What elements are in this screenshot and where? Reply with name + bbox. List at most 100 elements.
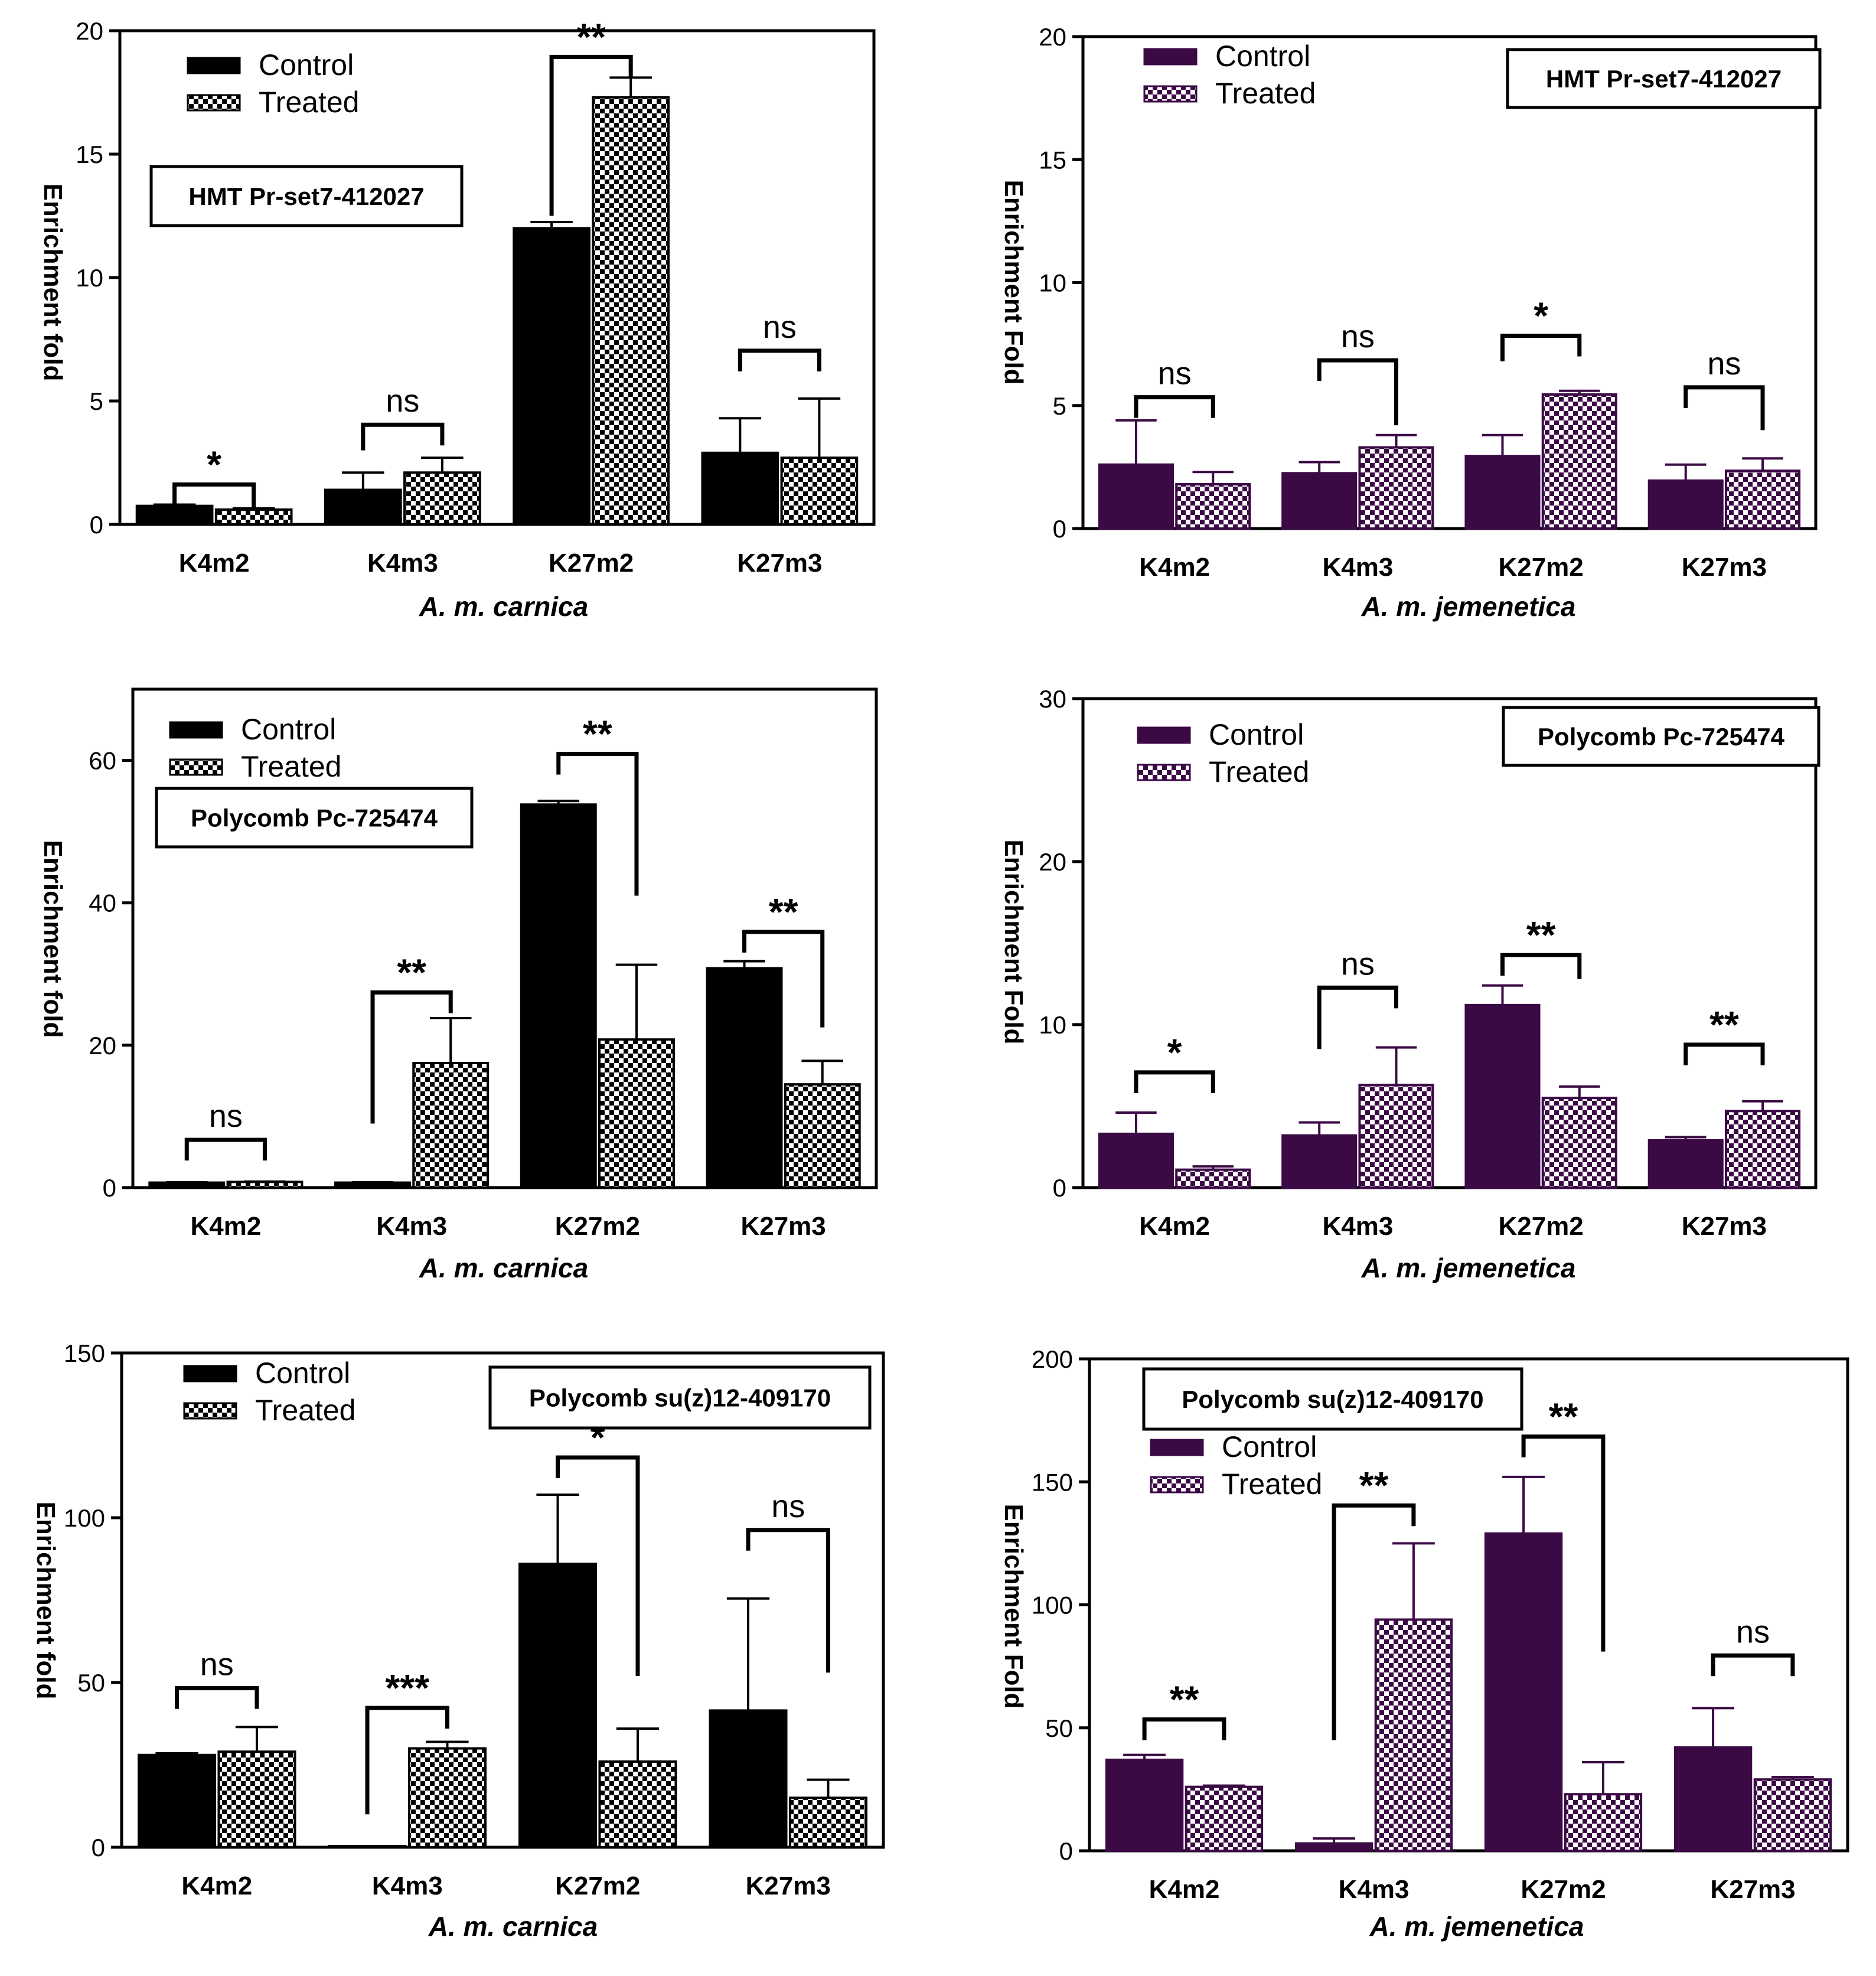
- x-tick-label: K27m2: [1498, 553, 1583, 582]
- y-tick-label: 10: [76, 264, 103, 292]
- legend-label-control: Control: [1209, 718, 1304, 751]
- x-tick-label: K4m2: [1139, 553, 1210, 582]
- legend-label-treated: Treated: [1215, 77, 1316, 110]
- chart-panel-top-left: 0 5 10 15 20 K4m2 * K4m3 ns K27m2 ** K27m3 ns Control…: [38, 15, 876, 622]
- y-tick-label: 0: [1053, 515, 1066, 543]
- chart-panel-middle-right: 0 10 20 30 K4m2 * K4m3 ns K27m2 ** K27m3 ** Control T…: [999, 685, 1820, 1283]
- gene-label-box: [1142, 1367, 1523, 1431]
- bar-treated-k4m2: [226, 1181, 304, 1189]
- significance-label: **: [576, 15, 606, 58]
- x-axis-label: A. m. carnica: [419, 591, 588, 622]
- significance-label: *: [1167, 1031, 1182, 1074]
- y-tick-label: 20: [76, 17, 103, 45]
- significance-bracket: [1317, 985, 1399, 1049]
- gene-label-box: [488, 1365, 872, 1430]
- significance-label: **: [1359, 1464, 1389, 1507]
- x-tick-label: K4m2: [179, 549, 250, 578]
- bar-treated-k27m2: [598, 1760, 677, 1848]
- significance-label: ***: [385, 1667, 429, 1709]
- legend-swatch-treated: [183, 1402, 237, 1420]
- bar-control-k4m3: [1281, 472, 1358, 530]
- y-axis-label: Enrichment Fold: [999, 1504, 1028, 1708]
- x-axis-label: A. m. carnica: [428, 1911, 598, 1942]
- x-tick-label: K4m2: [1149, 1875, 1220, 1904]
- gene-label-box: [1506, 48, 1822, 109]
- y-tick-label: 0: [92, 1834, 105, 1861]
- significance-label: ns: [386, 383, 419, 419]
- bar-treated-k4m3: [1358, 1084, 1434, 1189]
- x-tick-label: K27m3: [1710, 1875, 1795, 1904]
- significance-label: *: [1534, 294, 1548, 337]
- chart-panel-middle-left: 0 20 40 60 K4m2 ns K4m3 ** K27m2 ** K27m3 ** Control…: [38, 687, 878, 1283]
- y-tick-label: 50: [1045, 1714, 1073, 1742]
- y-tick-label: 20: [1039, 23, 1066, 51]
- bar-treated-k4m3: [1358, 446, 1434, 530]
- legend-swatch-treated: [169, 758, 223, 776]
- bar-treated-k27m2: [1564, 1793, 1643, 1853]
- significance-bracket: [1134, 1070, 1215, 1093]
- x-tick-label: K27m3: [740, 1212, 826, 1241]
- significance-bracket: [549, 54, 633, 216]
- significance-bracket: [1142, 1717, 1226, 1740]
- bar-treated-k27m3: [780, 456, 859, 526]
- significance-bracket: [175, 1686, 259, 1709]
- bar-treated-k4m2: [1185, 1785, 1264, 1852]
- legend-swatch-control: [187, 57, 241, 74]
- x-tick-label: K4m3: [372, 1871, 443, 1900]
- legend-swatch-control: [1150, 1439, 1204, 1456]
- significance-bracket: [1711, 1653, 1795, 1677]
- legend-label-control: Control: [255, 1357, 350, 1390]
- significance-label: **: [1709, 1003, 1739, 1046]
- bar-treated-k4m3: [412, 1062, 490, 1189]
- gene-label: Polycomb Pc-725474: [191, 804, 438, 832]
- y-tick-label: 20: [1039, 848, 1066, 876]
- significance-bracket: [172, 482, 256, 508]
- y-tick-label: 60: [89, 747, 116, 775]
- x-tick-label: K27m2: [1521, 1875, 1606, 1904]
- bar-control-k27m3: [1647, 1139, 1724, 1189]
- gene-label: Polycomb Pc-725474: [1538, 723, 1785, 751]
- bar-control-k4m3: [1294, 1842, 1373, 1852]
- bar-control-k27m3: [709, 1709, 788, 1848]
- gene-label: Polycomb su(z)12-409170: [529, 1384, 831, 1412]
- bar-control-k27m3: [706, 967, 783, 1189]
- gene-label-box: [1502, 706, 1820, 767]
- bar-control-k27m2: [1464, 1003, 1541, 1189]
- x-axis-label: A. m. jemenetica: [1360, 1253, 1575, 1283]
- bar-treated-k27m2: [592, 96, 670, 526]
- bar-control-k27m2: [1484, 1532, 1563, 1853]
- legend-swatch-treated: [187, 94, 241, 112]
- y-tick-label: 0: [103, 1174, 116, 1202]
- legend-swatch-treated: [1143, 85, 1198, 103]
- bar-control-k4m3: [324, 488, 402, 526]
- bar-treated-k27m3: [788, 1796, 867, 1849]
- axes-frame: [1081, 697, 1818, 1189]
- axes-frame: [1081, 35, 1818, 530]
- bar-control-k4m2: [1098, 1132, 1174, 1189]
- y-axis-label: Enrichment fold: [31, 1502, 60, 1700]
- legend-swatch-control: [1137, 726, 1191, 744]
- x-tick-label: K27m2: [555, 1871, 640, 1900]
- significance-label: ns: [1341, 319, 1375, 354]
- x-tick-label: K4m3: [1339, 1875, 1410, 1904]
- y-tick-label: 40: [89, 889, 116, 917]
- bar-treated-k27m3: [1753, 1778, 1832, 1853]
- bar-treated-k4m2: [1175, 1168, 1251, 1189]
- legend-label-treated: Treated: [241, 750, 341, 783]
- legend-label-control: Control: [1222, 1430, 1317, 1463]
- bar-treated-k27m2: [598, 1038, 675, 1189]
- gene-label: HMT Pr-set7-412027: [188, 182, 424, 210]
- bar-control-k27m3: [1647, 479, 1724, 530]
- legend-swatch-treated: [1137, 764, 1191, 781]
- significance-label: ns: [1736, 1614, 1770, 1649]
- bar-control-k4m2: [1105, 1758, 1184, 1853]
- bar-treated-k27m3: [1724, 469, 1801, 530]
- gene-label: Polycomb su(z)12-409170: [1182, 1385, 1483, 1413]
- significance-bracket: [746, 1528, 830, 1673]
- x-axis-label: A. m. jemenetica: [1360, 591, 1575, 622]
- significance-bracket: [1500, 333, 1582, 361]
- bar-treated-k4m3: [407, 1747, 487, 1849]
- y-tick-label: 20: [89, 1032, 116, 1059]
- x-tick-label: K4m2: [181, 1871, 252, 1900]
